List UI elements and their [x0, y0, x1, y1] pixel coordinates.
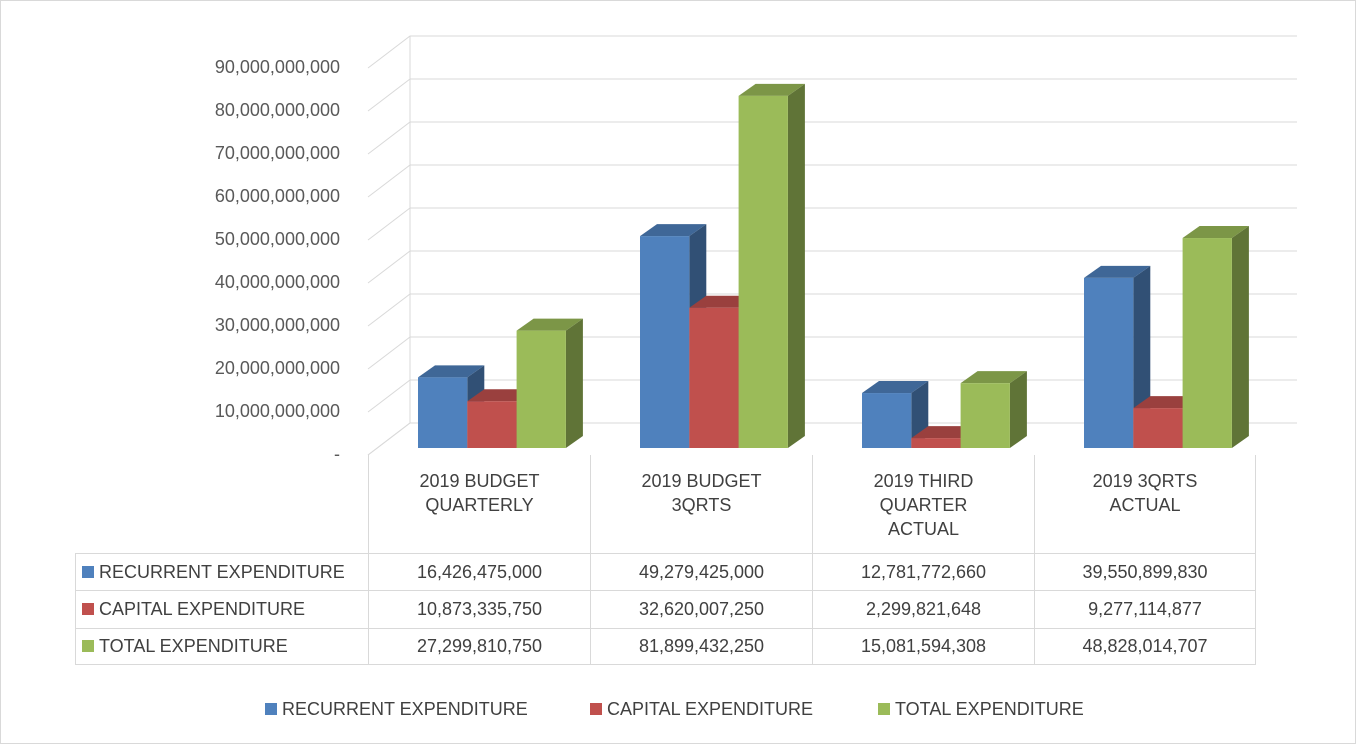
bar: [1133, 408, 1183, 448]
table-value: 27,299,810,750: [368, 627, 590, 665]
legend-key: [878, 703, 890, 715]
bar: [467, 401, 517, 448]
bar: [862, 393, 912, 448]
legend-item: RECURRENT EXPENDITURE: [265, 697, 528, 721]
grid-line: [367, 336, 1297, 370]
legend-item: TOTAL EXPENDITURE: [878, 697, 1084, 721]
grid-line: [367, 121, 1297, 155]
y-tick-label: 30,000,000,000: [215, 315, 340, 335]
bar-top: [960, 371, 1027, 384]
table-value: 81,899,432,250: [590, 627, 812, 665]
table-value: 32,620,007,250: [590, 590, 812, 628]
series-name: RECURRENT EXPENDITURE: [99, 562, 345, 583]
bar: [960, 383, 1010, 448]
table-header: 2019 BUDGET 3QRTS: [590, 455, 812, 553]
bar: [1084, 277, 1134, 448]
y-tick-label: 50,000,000,000: [215, 229, 340, 249]
legend-label: RECURRENT EXPENDITURE: [282, 698, 528, 719]
bar: [689, 307, 739, 448]
bar: [516, 330, 566, 448]
bar-side: [1231, 226, 1249, 448]
series-name: CAPITAL EXPENDITURE: [99, 599, 306, 620]
legend-label: CAPITAL EXPENDITURE: [607, 698, 814, 719]
table-header: 2019 BUDGET QUARTERLY: [368, 455, 590, 553]
table-value: 2,299,821,648: [812, 590, 1034, 628]
grid-line: [367, 207, 1297, 241]
legend-key: [82, 640, 94, 653]
y-tick-label: 70,000,000,000: [215, 143, 340, 163]
legend-key: [265, 703, 277, 715]
y-tick-label: 80,000,000,000: [215, 100, 340, 120]
legend-label: TOTAL EXPENDITURE: [895, 698, 1084, 719]
grid-line: [367, 293, 1297, 327]
y-tick-label: 10,000,000,000: [215, 401, 340, 421]
grid-line: [367, 164, 1297, 198]
bar: [1182, 238, 1232, 448]
bar: [911, 438, 961, 448]
bar-top: [418, 365, 485, 378]
table-series-name: TOTAL EXPENDITURE: [75, 627, 368, 665]
back-wall-edge: [367, 36, 411, 456]
bar-top: [738, 83, 805, 96]
legend-key: [82, 566, 94, 579]
bar-top: [862, 381, 929, 394]
table-value: 9,277,114,877: [1034, 590, 1256, 628]
bar-side: [1009, 371, 1027, 448]
legend-key: [82, 603, 94, 616]
series-name: TOTAL EXPENDITURE: [99, 636, 288, 657]
table-series-name: RECURRENT EXPENDITURE: [75, 553, 368, 591]
grid-line: [367, 250, 1297, 284]
bar: [418, 377, 468, 448]
bar-side: [787, 83, 805, 448]
table-header: 2019 3QRTS ACTUAL: [1034, 455, 1256, 553]
y-tick-label: 60,000,000,000: [215, 186, 340, 206]
table-header: 2019 THIRD QUARTER ACTUAL: [812, 455, 1034, 553]
table-value: 10,873,335,750: [368, 590, 590, 628]
table-value: 12,781,772,660: [812, 553, 1034, 591]
legend-key: [590, 703, 602, 715]
bar: [640, 236, 690, 448]
table-value: 16,426,475,000: [368, 553, 590, 591]
bar: [738, 95, 788, 448]
table-series-name: CAPITAL EXPENDITURE: [75, 590, 368, 628]
y-tick-label: 90,000,000,000: [215, 57, 340, 77]
bar-top: [1084, 265, 1151, 278]
grid-line: [367, 35, 1297, 69]
y-tick-label: 20,000,000,000: [215, 358, 340, 378]
bar-side: [565, 318, 583, 448]
table-value: 49,279,425,000: [590, 553, 812, 591]
bar-top: [640, 224, 707, 237]
bar-top: [516, 318, 583, 331]
table-value: 15,081,594,308: [812, 627, 1034, 665]
table-value: 48,828,014,707: [1034, 627, 1256, 665]
bar-top: [1182, 226, 1249, 239]
table-value: 39,550,899,830: [1034, 553, 1256, 591]
y-tick-label: 40,000,000,000: [215, 272, 340, 292]
legend-item: CAPITAL EXPENDITURE: [590, 697, 813, 721]
grid-line: [367, 78, 1297, 112]
y-tick-label: -: [334, 444, 340, 464]
